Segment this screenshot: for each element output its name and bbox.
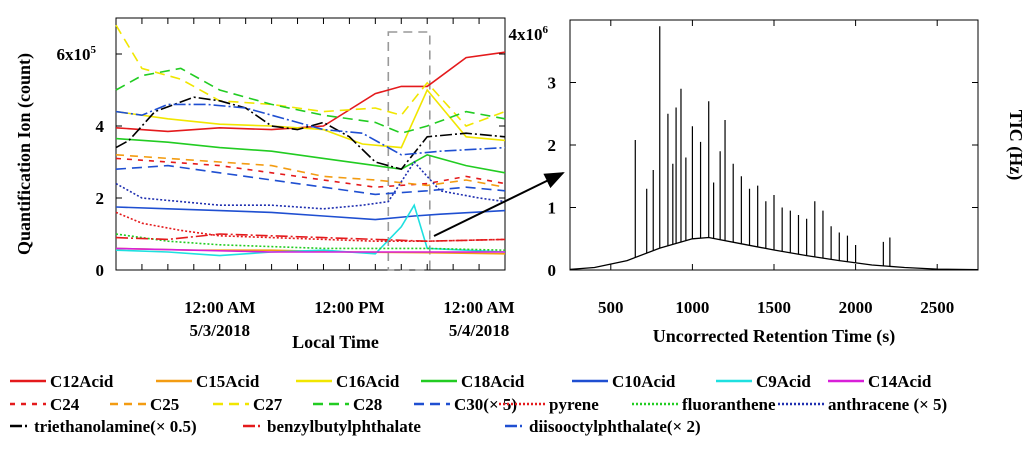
x-tick-label-2: 12:00 AM xyxy=(443,298,514,317)
legend-label-1-2: C27 xyxy=(253,395,283,414)
x-tick-sublabel-0: 5/3/2018 xyxy=(190,321,250,340)
legend-label-1-6: fluoranthene xyxy=(682,395,776,414)
legend-label-1-1: C25 xyxy=(150,395,179,414)
rx-tick-label-2: 1500 xyxy=(757,298,791,317)
series-line-9 xyxy=(116,25,505,126)
x-tick-label-0: 12:00 AM xyxy=(184,298,255,317)
legend-label-1-0: C24 xyxy=(50,395,80,414)
series-line-3 xyxy=(116,139,505,173)
series-line-2 xyxy=(116,90,505,148)
ry-tick-label-2: 2 xyxy=(548,136,557,155)
legend-label-2-2: diisooctylphthalate(× 2) xyxy=(529,417,701,436)
legend-label-0-6: C14Acid xyxy=(868,372,932,391)
legend-label-1-5: pyrene xyxy=(549,395,599,414)
left-plot-frame xyxy=(116,18,505,270)
series-line-16 xyxy=(116,234,505,241)
y-tick-label-1: 2 xyxy=(96,189,105,208)
right-x-axis-title: Uncorrected Retention Time (s) xyxy=(653,326,895,347)
legend-label-2-1: benzylbutylphthalate xyxy=(267,417,421,436)
legend-label-0-0: C12Acid xyxy=(50,372,114,391)
series-line-12 xyxy=(116,212,505,241)
legend: C12Acid C15Acid C16Acid C18Acid C10Acid C9Aci… xyxy=(10,372,947,436)
ry-tick-label-0: 0 xyxy=(548,261,557,280)
series-line-7 xyxy=(116,158,505,187)
legend-label-0-3: C18Acid xyxy=(461,372,525,391)
ry-tick-label-4: 4x106 xyxy=(509,24,549,44)
left-x-axis-title: Local Time xyxy=(292,332,379,352)
left-y-axis-title: Quantification Ion (count) xyxy=(14,53,35,255)
right-y-axis-title: TIC (Hz) xyxy=(1005,110,1024,181)
y-tick-label-3: 6x105 xyxy=(57,44,97,64)
legend-label-0-5: C9Acid xyxy=(756,372,811,391)
legend-label-0-2: C16Acid xyxy=(336,372,400,391)
rx-tick-label-3: 2000 xyxy=(839,298,873,317)
x-tick-label-1: 12:00 PM xyxy=(314,298,384,317)
y-tick-label-2: 4 xyxy=(96,117,105,136)
series-line-13 xyxy=(116,234,505,250)
x-tick-sublabel-2: 5/4/2018 xyxy=(449,321,509,340)
rx-tick-label-4: 2500 xyxy=(920,298,954,317)
series-line-17 xyxy=(116,104,505,154)
y-tick-label-0: 0 xyxy=(96,261,105,280)
legend-label-0-4: C10Acid xyxy=(612,372,676,391)
left-plot: 12:00 AM 5/3/2018 12:00 PM 12:00 AM 5/4/2018… xyxy=(14,18,515,352)
legend-label-0-1: C15Acid xyxy=(196,372,260,391)
right-plot: 500 1000 1500 2000 2500 Uncorrected Retention… xyxy=(434,20,1024,347)
rx-tick-label-0: 500 xyxy=(598,298,624,317)
legend-label-2-0: triethanolamine(× 0.5) xyxy=(34,417,197,436)
ry-tick-label-1: 1 xyxy=(548,199,557,218)
series-line-4 xyxy=(116,207,505,220)
rx-tick-label-1: 1000 xyxy=(675,298,709,317)
legend-label-1-3: C28 xyxy=(353,395,382,414)
ry-tick-label-3: 3 xyxy=(548,74,557,93)
legend-label-1-7: anthracene (× 5) xyxy=(828,395,947,414)
